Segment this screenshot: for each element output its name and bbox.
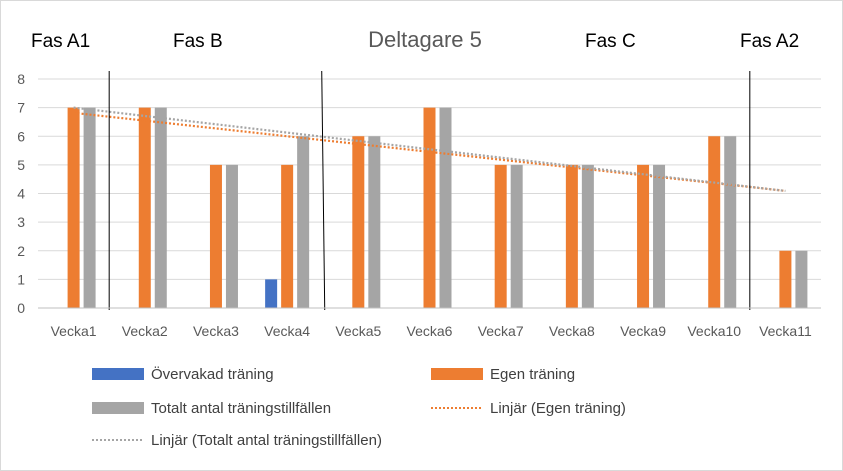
x-tick-label: Vecka1 [51, 323, 97, 339]
phase-divider [321, 70, 326, 311]
y-tick-label: 7 [17, 100, 25, 116]
x-tick-label: Vecka9 [620, 323, 666, 339]
y-tick-label: 0 [17, 300, 25, 316]
chart-title: Deltagare 5 [368, 27, 482, 52]
bar-Egen träning [565, 164, 578, 308]
x-tick-label: Vecka4 [264, 323, 310, 339]
bar-Egen träning [281, 164, 294, 308]
x-tick-label: Vecka7 [478, 323, 524, 339]
bar-Totalt antal träningstillfällen [510, 164, 523, 308]
bar-Egen träning [779, 250, 792, 308]
legend-label-linjar-totalt: Linjär (Totalt antal träningstillfällen) [151, 432, 382, 449]
bars [67, 107, 808, 308]
phase-label-b: Fas B [173, 31, 223, 52]
x-tick-label: Vecka2 [122, 323, 168, 339]
y-tick-label: 6 [17, 128, 25, 144]
bar-Egen träning [423, 107, 436, 308]
bar-Egen träning [209, 164, 222, 308]
bar-Totalt antal träningstillfällen [795, 250, 808, 308]
y-tick-label: 8 [17, 71, 25, 87]
legend-label-totalt: Totalt antal träningstillfällen [151, 400, 331, 417]
bar-Totalt antal träningstillfällen [368, 136, 381, 308]
bar-Egen träning [708, 136, 721, 308]
trendlines [73, 106, 786, 192]
x-axis: Vecka1 Vecka2 Vecka3 Vecka4 Vecka5 Vecka6 Veck… [38, 307, 821, 339]
bar-Totalt antal träningstillfällen [225, 164, 238, 308]
bar-Egen träning [138, 107, 151, 308]
bar-Totalt antal träningstillfällen [439, 107, 452, 308]
y-tick-label: 1 [17, 271, 25, 287]
x-tick-label: Vecka11 [759, 323, 812, 339]
legend-swatch-overvakad [92, 368, 144, 380]
x-tick-label: Vecka6 [407, 323, 453, 339]
y-tick-label: 4 [17, 186, 25, 202]
legend-swatch-totalt [92, 402, 144, 414]
legend-label-egen: Egen träning [490, 366, 575, 383]
bar-Egen träning [67, 107, 80, 308]
bar-Totalt antal träningstillfällen [83, 107, 96, 308]
phase-label-c: Fas C [585, 31, 636, 52]
bar-Egen träning [352, 136, 365, 308]
bar-Egen träning [494, 164, 507, 308]
legend: Övervakad träning Egen träning Totalt an… [92, 365, 626, 449]
bar-Totalt antal träningstillfällen [581, 164, 594, 308]
phase-label-a1: Fas A1 [31, 31, 90, 52]
bar-Övervakad träning [265, 279, 278, 308]
bar-Totalt antal träningstillfällen [724, 136, 737, 308]
bar-Totalt antal träningstillfällen [653, 164, 666, 308]
bar-Totalt antal träningstillfällen [154, 107, 167, 308]
legend-label-linjar-egen: Linjär (Egen träning) [490, 400, 626, 417]
x-tick-label: Vecka8 [549, 323, 595, 339]
legend-label-overvakad: Övervakad träning [151, 365, 274, 383]
bar-Totalt antal träningstillfällen [297, 136, 310, 308]
phase-label-a2: Fas A2 [740, 31, 799, 52]
x-tick-label: Vecka5 [335, 323, 381, 339]
phase-dividers [108, 70, 751, 311]
bar-Egen träning [637, 164, 650, 308]
x-tick-label: Vecka3 [193, 323, 239, 339]
y-axis: 0 1 2 3 4 5 6 7 8 [17, 71, 25, 316]
x-tick-label: Vecka10 [687, 323, 741, 339]
trendline-Linjär (Totalt antal träningstillfällen) [73, 106, 786, 192]
y-tick-label: 2 [17, 243, 25, 259]
y-tick-label: 5 [17, 157, 25, 173]
legend-swatch-egen [431, 368, 483, 380]
y-tick-label: 3 [17, 214, 25, 230]
